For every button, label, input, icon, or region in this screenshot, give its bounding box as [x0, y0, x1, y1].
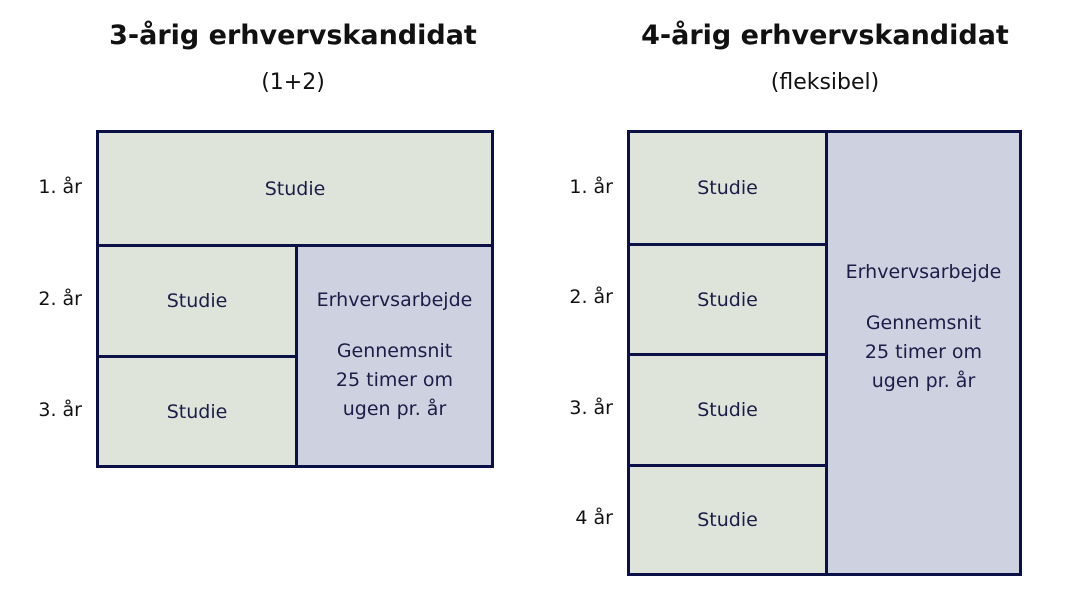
- left-diagram: Studie Studie Studie Erhvervsarbejde Gen…: [96, 130, 494, 468]
- left-year-1-label: 1. år: [38, 176, 82, 198]
- right-work-block: Erhvervsarbejde Gennemsnit 25 timer om u…: [825, 133, 1019, 573]
- right-title: 4-årig erhvervskandidat: [641, 20, 1009, 51]
- right-study-year-4: Studie: [630, 464, 825, 573]
- left-study-year-1: Studie: [99, 133, 491, 244]
- left-work-line2: 25 timer om: [335, 368, 454, 391]
- left-title: 3-årig erhvervskandidat: [109, 20, 477, 51]
- left-year-2-label: 2. år: [38, 288, 82, 310]
- right-year-3-label: 3. år: [569, 397, 613, 419]
- left-study-year-2: Studie: [99, 244, 295, 355]
- left-study-year-3: Studie: [99, 355, 295, 465]
- right-work-title: Erhvervsarbejde: [845, 260, 1002, 283]
- left-work-block: Erhvervsarbejde Gennemsnit 25 timer om u…: [295, 244, 491, 465]
- left-work-line3: ugen pr. år: [342, 397, 447, 420]
- right-diagram: Studie Studie Studie Studie Erhvervsarbe…: [627, 130, 1022, 576]
- right-study-year-3: Studie: [630, 353, 825, 464]
- right-year-1-label: 1. år: [569, 176, 613, 198]
- right-year-2-label: 2. år: [569, 286, 613, 308]
- right-work-line3: ugen pr. år: [871, 369, 976, 392]
- right-year-4-label: 4 år: [575, 507, 613, 529]
- right-study-year-1: Studie: [630, 133, 825, 243]
- left-year-3-label: 3. år: [38, 399, 82, 421]
- right-work-line2: 25 timer om: [864, 340, 983, 363]
- left-work-title: Erhvervsarbejde: [316, 288, 473, 311]
- left-subtitle: (1+2): [261, 70, 325, 95]
- right-study-year-2: Studie: [630, 243, 825, 353]
- right-work-line1: Gennemsnit: [865, 311, 982, 334]
- right-subtitle: (fleksibel): [770, 70, 880, 95]
- left-work-line1: Gennemsnit: [336, 339, 453, 362]
